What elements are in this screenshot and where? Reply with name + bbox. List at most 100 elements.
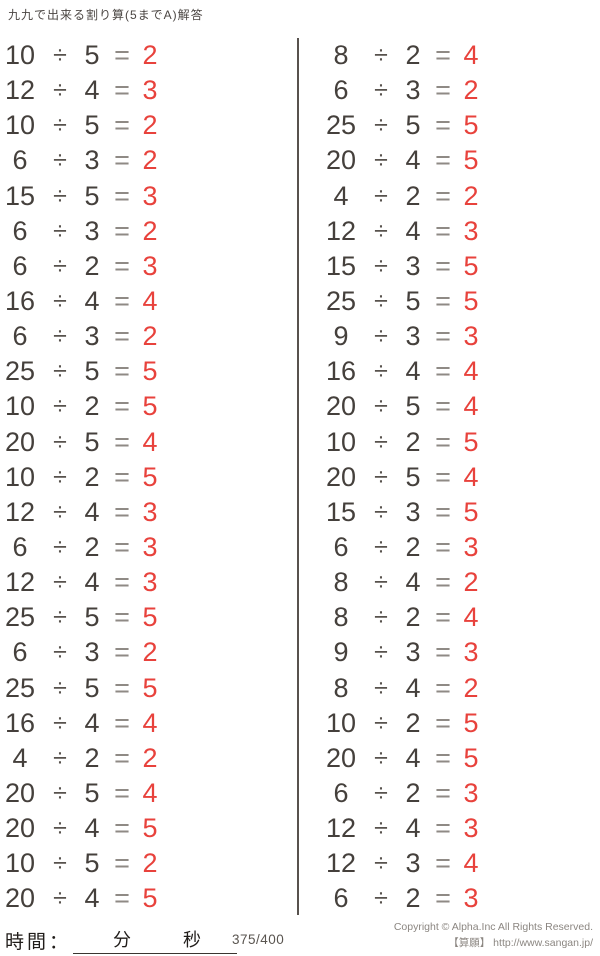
dividend: 25 [4, 602, 36, 633]
answer: 4 [463, 848, 479, 879]
right-column: 8 ÷ 2 = 4 6 ÷ 3 = 2 25 ÷ 5 = 5 20 ÷ 4 = … [299, 38, 600, 917]
divisor: 2 [84, 391, 100, 422]
equals-sign: = [435, 742, 451, 773]
divide-sign: ÷ [374, 216, 388, 245]
divisor: 5 [405, 391, 421, 422]
problem-row: 25 ÷ 5 = 5 [0, 354, 297, 389]
divide-sign: ÷ [374, 638, 388, 667]
problem-row: 12 ÷ 4 = 3 [0, 495, 297, 530]
divide-sign: ÷ [374, 533, 388, 562]
problem-row: 10 ÷ 2 = 5 [321, 425, 600, 460]
divide-sign: ÷ [53, 146, 67, 175]
equals-sign: = [435, 883, 451, 914]
divisor: 4 [84, 813, 100, 844]
answer: 2 [142, 110, 158, 141]
problem-row: 6 ÷ 2 = 3 [321, 881, 600, 916]
dividend: 8 [333, 567, 349, 598]
equals-sign: = [114, 356, 130, 387]
dividend: 8 [333, 602, 349, 633]
equals-sign: = [114, 848, 130, 879]
answer: 5 [142, 391, 158, 422]
answer: 5 [142, 813, 158, 844]
answer: 2 [142, 637, 158, 668]
divide-sign: ÷ [53, 779, 67, 808]
page-title: 九九で出来る割り算(5までA)解答 [8, 8, 204, 22]
equals-sign: = [435, 461, 451, 492]
equals-sign: = [435, 672, 451, 703]
divide-sign: ÷ [374, 779, 388, 808]
answer: 3 [142, 532, 158, 563]
problem-row: 9 ÷ 3 = 3 [321, 635, 600, 670]
equals-sign: = [435, 321, 451, 352]
divide-sign: ÷ [53, 427, 67, 456]
dividend: 12 [4, 496, 36, 527]
divisor: 4 [84, 75, 100, 106]
dividend: 4 [333, 180, 349, 211]
problem-row: 10 ÷ 5 = 2 [0, 38, 297, 73]
dividend: 12 [4, 567, 36, 598]
equals-sign: = [114, 672, 130, 703]
problem-row: 12 ÷ 4 = 3 [321, 811, 600, 846]
answer: 3 [463, 883, 479, 914]
equals-sign: = [435, 496, 451, 527]
divisor: 2 [405, 40, 421, 71]
time-label: 時間： [5, 932, 72, 953]
answer: 4 [142, 286, 158, 317]
equals-sign: = [435, 215, 451, 246]
copyright: Copyright © Alpha.Inc All Rights Reserve… [394, 920, 593, 951]
answer: 3 [142, 496, 158, 527]
divisor: 3 [405, 75, 421, 106]
divide-sign: ÷ [374, 111, 388, 140]
problem-row: 8 ÷ 2 = 4 [321, 600, 600, 635]
divide-sign: ÷ [53, 287, 67, 316]
divide-sign: ÷ [374, 673, 388, 702]
dividend: 20 [4, 813, 36, 844]
answer: 5 [142, 356, 158, 387]
divide-sign: ÷ [374, 392, 388, 421]
equals-sign: = [435, 250, 451, 281]
problem-row: 6 ÷ 3 = 2 [321, 73, 600, 108]
dividend: 12 [4, 75, 36, 106]
answer: 3 [142, 180, 158, 211]
equals-sign: = [114, 321, 130, 352]
problem-row: 20 ÷ 5 = 4 [0, 425, 297, 460]
divisor: 3 [405, 321, 421, 352]
problem-row: 6 ÷ 2 = 3 [0, 249, 297, 284]
answer: 5 [463, 707, 479, 738]
equals-sign: = [114, 567, 130, 598]
divide-sign: ÷ [374, 603, 388, 632]
divide-sign: ÷ [53, 76, 67, 105]
problem-row: 10 ÷ 2 = 5 [0, 389, 297, 424]
equals-sign: = [114, 496, 130, 527]
divisor: 5 [84, 848, 100, 879]
problem-row: 9 ÷ 3 = 3 [321, 319, 600, 354]
divide-sign: ÷ [53, 849, 67, 878]
answer: 2 [463, 567, 479, 598]
equals-sign: = [114, 145, 130, 176]
divide-sign: ÷ [374, 357, 388, 386]
divide-sign: ÷ [374, 568, 388, 597]
equals-sign: = [435, 356, 451, 387]
equals-sign: = [435, 40, 451, 71]
column-divider [297, 38, 299, 915]
dividend: 4 [12, 742, 28, 773]
dividend: 10 [325, 707, 357, 738]
dividend: 6 [12, 215, 28, 246]
dividend: 6 [333, 532, 349, 563]
dividend: 25 [325, 110, 357, 141]
divide-sign: ÷ [374, 849, 388, 878]
divisor: 5 [405, 110, 421, 141]
divide-sign: ÷ [53, 603, 67, 632]
time-blank-line: 分 秒 [73, 926, 238, 954]
dividend: 20 [4, 778, 36, 809]
problem-row: 8 ÷ 2 = 4 [321, 38, 600, 73]
answer: 2 [463, 75, 479, 106]
dividend: 6 [12, 145, 28, 176]
problem-row: 6 ÷ 2 = 3 [0, 530, 297, 565]
dividend: 25 [4, 356, 36, 387]
equals-sign: = [435, 180, 451, 211]
answer: 2 [142, 145, 158, 176]
divisor: 2 [405, 426, 421, 457]
answer: 4 [463, 461, 479, 492]
answer: 5 [142, 602, 158, 633]
